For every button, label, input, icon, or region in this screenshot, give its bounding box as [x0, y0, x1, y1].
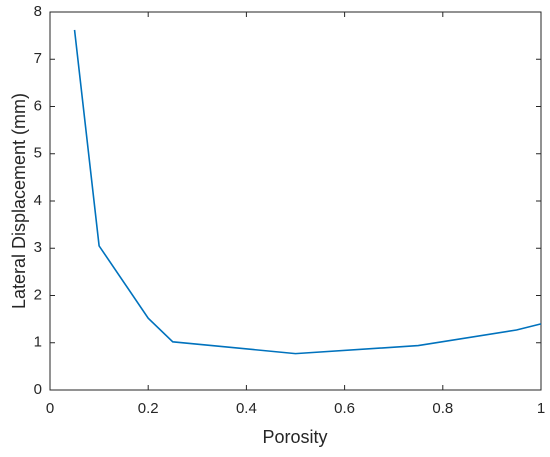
x-tick-label: 0.4 [236, 400, 257, 417]
y-tick-label: 1 [34, 334, 42, 351]
x-axis-label: Porosity [262, 427, 327, 447]
y-axis-label: Lateral Displacement (mm) [9, 93, 29, 309]
y-tick-label: 3 [34, 239, 42, 256]
y-tick-label: 4 [34, 192, 42, 209]
y-tick-label: 5 [34, 145, 42, 162]
x-tick-label: 1 [537, 400, 545, 417]
plot-frame [49, 11, 542, 391]
y-tick-label: 7 [34, 50, 42, 67]
y-tick-label: 6 [34, 97, 42, 114]
x-tick-label: 0.6 [334, 400, 355, 417]
x-tick-label: 0.2 [138, 400, 159, 417]
data-line [73, 29, 542, 355]
x-tick-label: 0 [46, 400, 54, 417]
y-tick-label: 8 [34, 3, 42, 20]
y-tick-label: 2 [34, 286, 42, 303]
y-tick-label: 0 [34, 381, 42, 398]
x-tick-label: 0.8 [432, 400, 453, 417]
